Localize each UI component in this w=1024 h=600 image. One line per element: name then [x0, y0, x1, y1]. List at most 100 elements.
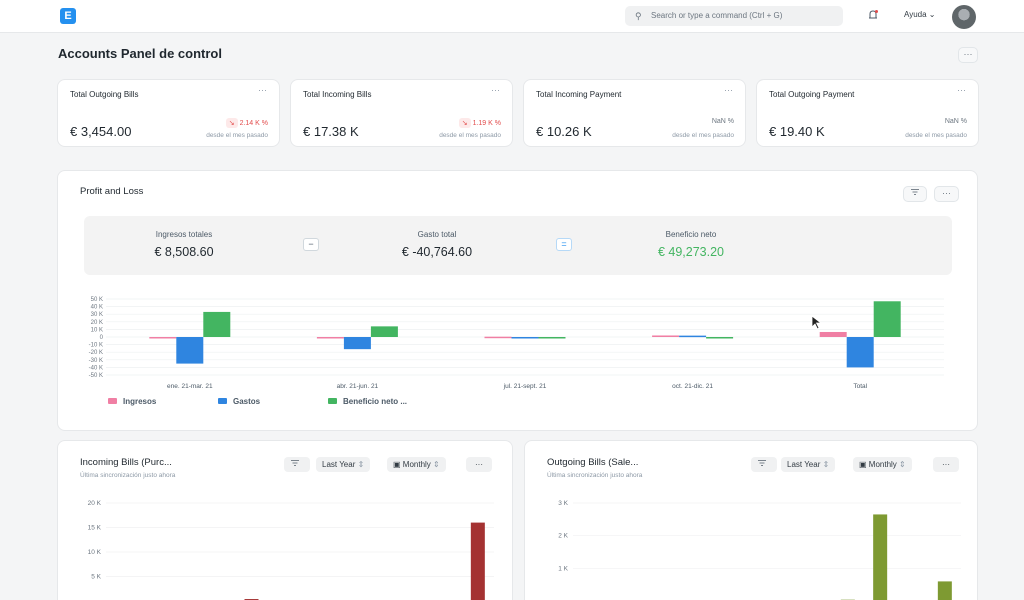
legend-label: Beneficio neto ... [343, 397, 408, 406]
bar [511, 337, 539, 339]
bar [203, 311, 231, 337]
x-tick-label: oct. 21-dic. 21 [672, 383, 713, 390]
chevron-down-icon: ⌄ [928, 10, 936, 19]
card-title: Total Incoming Bills [303, 90, 372, 99]
incoming-bills-title: Incoming Bills (Purc... [80, 457, 172, 468]
card-change: ↘ 2.14 K % [225, 118, 268, 128]
card-menu-button[interactable]: ··· [957, 85, 966, 95]
legend-label: Ingresos [123, 397, 157, 406]
incoming-period-select[interactable]: ▣ Monthly ⇕ [387, 457, 446, 472]
profit-loss-menu-button[interactable]: ··· [934, 186, 959, 202]
arrow-down-icon: ↘ [458, 118, 471, 128]
search-icon: ⚲ [635, 11, 642, 21]
number-card-incoming-payment: Total Incoming Payment ··· € 10.26 K NaN… [523, 79, 746, 147]
page-menu-button[interactable]: ··· [958, 47, 978, 63]
bar [538, 337, 566, 339]
x-tick-label: jul. 21-sept. 21 [503, 383, 547, 390]
outgoing-period-select[interactable]: ▣ Monthly ⇕ [853, 457, 912, 472]
search-placeholder: Search or type a command (Ctrl + G) [651, 11, 783, 20]
y-tick-label: -50 K [89, 373, 103, 379]
card-since: desde el mes pasado [439, 132, 501, 139]
bar [706, 337, 734, 339]
number-card-outgoing-bills: Total Outgoing Bills ··· € 3,454.00 ↘ 2.1… [57, 79, 280, 147]
calendar-icon: ▣ [859, 460, 867, 469]
range-label: Last Year [787, 460, 821, 469]
filter-icon [758, 460, 766, 466]
summary-profit: Beneficio neto € 49,273.20 [591, 230, 791, 259]
card-title: Total Outgoing Bills [70, 90, 139, 99]
bar [370, 326, 398, 337]
y-tick-label: 20 K [88, 500, 102, 507]
y-tick-label: 40 K [91, 305, 103, 311]
y-tick-label: 20 K [91, 320, 103, 326]
y-tick-label: 15 K [88, 525, 102, 532]
card-value: € 3,454.00 [70, 124, 132, 139]
select-arrows-icon: ⇕ [822, 460, 830, 469]
y-tick-label: 3 K [558, 500, 568, 507]
search-input[interactable]: ⚲ Search or type a command (Ctrl + G) [625, 6, 843, 26]
number-card-outgoing-payment: Total Outgoing Payment ··· € 19.40 K NaN… [756, 79, 979, 147]
filter-icon [291, 460, 299, 466]
y-tick-label: 1 K [558, 565, 568, 572]
y-tick-label: 2 K [558, 533, 568, 540]
y-tick-label: 5 K [91, 574, 101, 581]
legend-expense[interactable]: Gastos [218, 397, 260, 406]
help-label: Ayuda [904, 10, 927, 19]
incoming-filter-button[interactable] [284, 457, 310, 472]
bar [937, 581, 952, 600]
outgoing-bills-sync: Última sincronización justo ahora [547, 472, 643, 479]
incoming-range-select[interactable]: Last Year ⇕ [316, 457, 371, 472]
card-title: Total Outgoing Payment [769, 90, 855, 99]
card-menu-button[interactable]: ··· [724, 85, 733, 95]
card-value: € 17.38 K [303, 124, 359, 139]
bar [819, 331, 847, 337]
legend-profit[interactable]: Beneficio neto ... [328, 397, 407, 406]
expense-label: Gasto total [417, 230, 457, 239]
period-label: Monthly [402, 460, 431, 469]
y-tick-label: 0 [100, 335, 104, 341]
card-menu-button[interactable]: ··· [491, 85, 500, 95]
outgoing-range-select[interactable]: Last Year ⇕ [781, 457, 836, 472]
bar [846, 337, 874, 368]
user-avatar[interactable] [952, 5, 976, 29]
filter-button[interactable] [903, 186, 927, 202]
profit-loss-card: Profit and Loss ··· Ingresos totales € 8… [57, 170, 978, 431]
card-value: € 19.40 K [769, 124, 825, 139]
outgoing-menu-button[interactable]: ··· [933, 457, 959, 472]
card-change-value: 2.14 K % [239, 120, 268, 127]
arrow-down-icon: ↘ [225, 118, 238, 128]
profit-loss-summary: Ingresos totales € 8,508.60 − Gasto tota… [84, 216, 952, 275]
card-menu-button[interactable]: ··· [258, 85, 267, 95]
x-tick-label: ene. 21-mar. 21 [167, 383, 213, 390]
x-tick-label: abr. 21-jun. 21 [337, 383, 379, 390]
bar [873, 301, 901, 337]
card-change: ↘ 1.19 K % [458, 118, 501, 128]
select-arrows-icon: ⇕ [357, 460, 365, 469]
y-tick-label: 30 K [91, 312, 103, 318]
bar [873, 514, 888, 600]
outgoing-bills-card: Outgoing Bills (Sale... Última sincroniz… [524, 440, 978, 600]
bar [149, 337, 177, 339]
card-since: desde el mes pasado [905, 132, 967, 139]
notifications-bell-icon[interactable] [866, 8, 880, 22]
legend-income[interactable]: Ingresos [108, 397, 156, 406]
bar [679, 335, 707, 338]
app-logo[interactable]: E [60, 8, 76, 24]
help-dropdown[interactable]: Ayuda ⌄ [904, 10, 935, 19]
legend-label: Gastos [233, 397, 261, 406]
outgoing-filter-button[interactable] [751, 457, 777, 472]
select-arrows-icon: ⇕ [899, 460, 906, 469]
bar [343, 337, 371, 350]
card-title: Total Incoming Payment [536, 90, 622, 99]
summary-income: Ingresos totales € 8,508.60 [84, 230, 284, 259]
card-since: desde el mes pasado [672, 132, 734, 139]
card-since: desde el mes pasado [206, 132, 268, 139]
period-label: Monthly [868, 460, 897, 469]
bar [316, 337, 344, 339]
profit-loss-title: Profit and Loss [80, 186, 144, 197]
equals-operator: = [556, 238, 572, 251]
incoming-menu-button[interactable]: ··· [466, 457, 492, 472]
income-value: € 8,508.60 [154, 245, 214, 259]
legend-swatch [218, 398, 227, 404]
profit-loss-chart: 50 K 40 K30 K 20 K10 K 0 -10 K-20 K -30 K-40 … [89, 297, 944, 390]
